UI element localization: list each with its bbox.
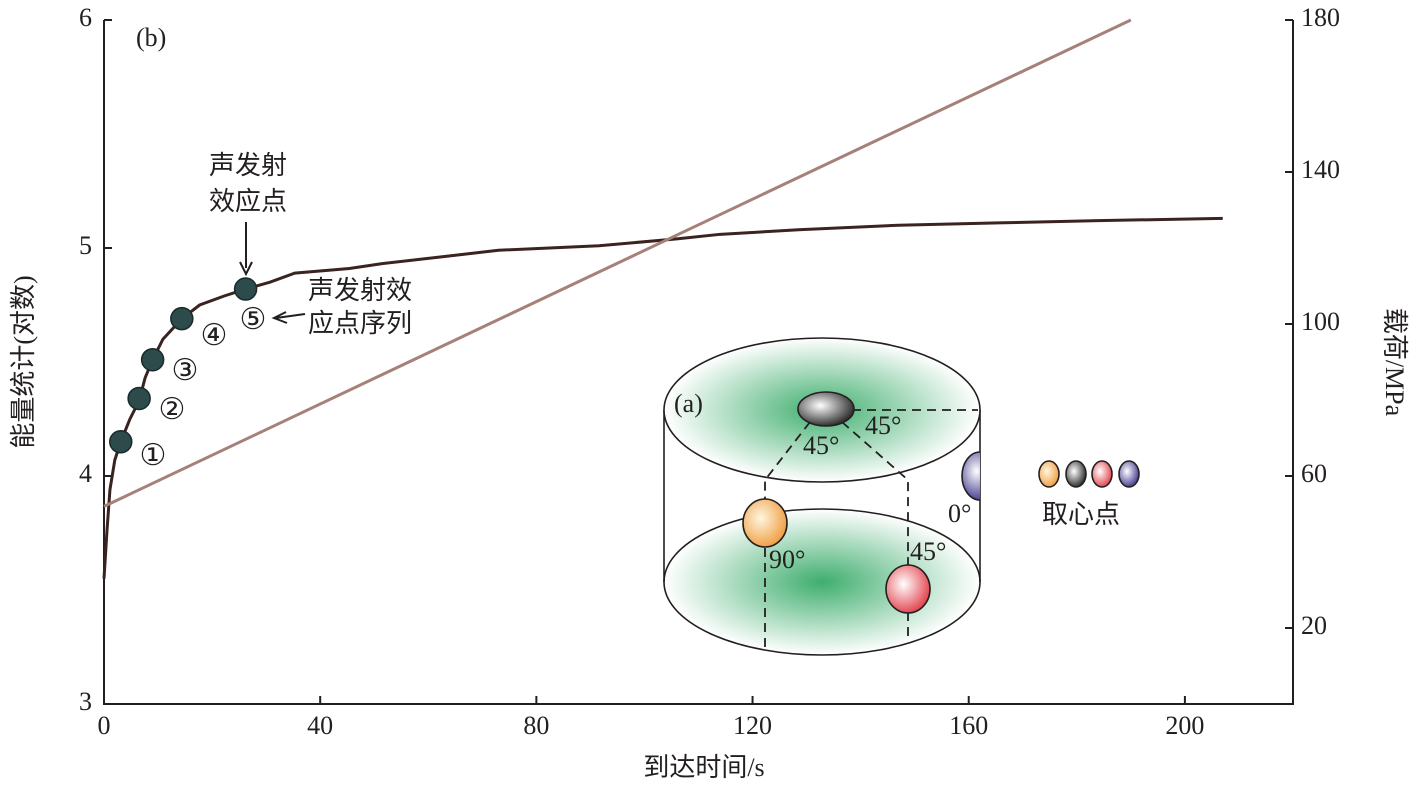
ae-point	[109, 430, 133, 454]
axes-frame	[103, 20, 1294, 705]
point-label: ④	[201, 319, 228, 352]
y2-tick-label: 20	[1301, 611, 1327, 640]
ae-point	[127, 386, 151, 411]
x-tick-label: 120	[733, 711, 772, 740]
y-tick-label: 3	[79, 687, 92, 716]
angle-label: 45°	[910, 537, 946, 566]
annotation: 声发射效	[308, 276, 412, 305]
ae-point	[170, 306, 194, 331]
point-label: ③	[172, 354, 199, 387]
angle-label: 0°	[948, 499, 971, 528]
arrow	[271, 311, 306, 324]
annotation: 效应点	[209, 187, 287, 216]
legend-sphere	[1038, 460, 1060, 488]
x-tick-label: 200	[1165, 711, 1204, 740]
x-tick-label: 0	[98, 711, 111, 740]
core-point	[742, 498, 788, 548]
cylinder-bottom	[663, 508, 981, 656]
ae-point	[233, 277, 258, 301]
x-tick-label: 160	[949, 711, 988, 740]
y-tick-label: 4	[79, 459, 92, 488]
x-tick-label: 80	[523, 711, 549, 740]
y2-tick-label: 140	[1301, 155, 1340, 184]
x-axis-label: 到达时间/s	[643, 753, 764, 782]
legend-sphere	[1065, 460, 1087, 488]
inset-label: (a)	[674, 389, 703, 418]
point-label: ⑤	[240, 303, 267, 336]
core-point	[885, 564, 931, 614]
y2-tick-label: 100	[1301, 307, 1340, 336]
y-axis-label: 能量统计(对数)	[9, 275, 38, 448]
y-tick-label: 5	[79, 231, 92, 260]
legend-sphere	[1118, 460, 1140, 488]
y-tick-label: 6	[79, 3, 92, 32]
core-point	[961, 451, 980, 501]
annotation: 声发射	[209, 151, 287, 180]
point-label: ①	[140, 439, 167, 472]
ae-point	[140, 347, 165, 372]
annotation: 应点序列	[308, 309, 412, 338]
data-line	[103, 18, 1132, 508]
legend-sphere	[1091, 460, 1113, 488]
data-line	[102, 216, 1223, 579]
panel-label: (b)	[136, 23, 166, 52]
y2-axis-label: 载荷/MPa	[1380, 308, 1409, 417]
y2-tick-label: 60	[1301, 459, 1327, 488]
angle-label: 90°	[769, 545, 805, 574]
angle-label: 45°	[865, 411, 901, 440]
inset-legend-label: 取心点	[1042, 500, 1120, 529]
arrow	[239, 222, 253, 277]
core-point	[797, 391, 855, 427]
point-label: ②	[159, 393, 186, 426]
inset-diagram: (a) 45° 45° 0° 90° 45° 取心点	[663, 337, 1140, 656]
x-tick-label: 40	[307, 711, 333, 740]
dashed-guide	[764, 409, 978, 650]
angle-label: 45°	[803, 431, 839, 460]
y2-tick-label: 180	[1301, 3, 1340, 32]
